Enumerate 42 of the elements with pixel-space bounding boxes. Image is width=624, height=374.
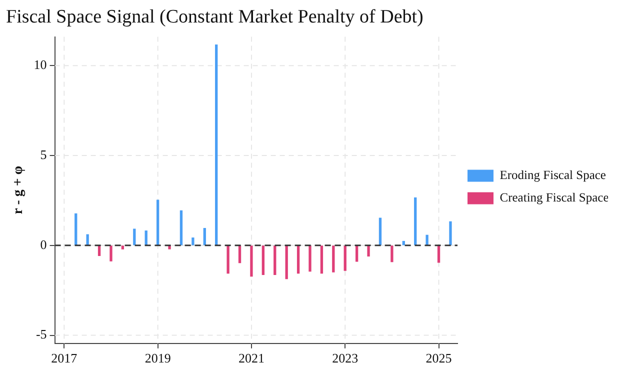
bar	[156, 200, 160, 246]
y-tick-label: -5	[36, 326, 47, 342]
legend-label: Eroding Fiscal Space	[500, 168, 606, 182]
bar	[332, 246, 335, 272]
bar	[344, 246, 346, 271]
x-tick-label: 2017	[51, 350, 78, 366]
bar	[74, 213, 78, 246]
bar	[238, 246, 242, 264]
y-tick-label: 5	[40, 146, 47, 162]
bar	[390, 246, 394, 262]
bar	[98, 246, 101, 256]
bar	[320, 246, 324, 274]
legend-label: Creating Fiscal Space	[500, 190, 610, 205]
bar	[285, 246, 288, 280]
bar	[121, 246, 124, 250]
bar	[133, 228, 136, 246]
y-tick-label: 10	[34, 56, 47, 72]
bar	[86, 234, 89, 246]
bar	[192, 238, 194, 246]
bar	[180, 210, 183, 246]
bar	[296, 246, 300, 274]
bar	[110, 246, 112, 262]
bar	[437, 246, 440, 263]
bar	[426, 234, 428, 246]
bar	[262, 246, 265, 276]
chart-title: Fiscal Space Signal (Constant Market Penalty of Debt)	[6, 6, 424, 28]
bar	[203, 228, 206, 246]
bar	[355, 246, 358, 262]
bar	[449, 221, 452, 246]
y-tick-label: 0	[40, 236, 47, 252]
x-tick-label: 2019	[144, 350, 171, 366]
bar	[250, 246, 253, 277]
x-tick-label: 2025	[426, 350, 452, 366]
bar	[367, 246, 370, 257]
bar	[308, 246, 312, 272]
bar	[414, 197, 417, 246]
bar	[274, 246, 276, 276]
x-tick-label: 2023	[332, 350, 358, 366]
x-tick-label: 2021	[238, 350, 264, 366]
y-axis-title: r - g + φ	[11, 166, 26, 214]
bar	[378, 218, 382, 246]
bar	[226, 246, 230, 274]
